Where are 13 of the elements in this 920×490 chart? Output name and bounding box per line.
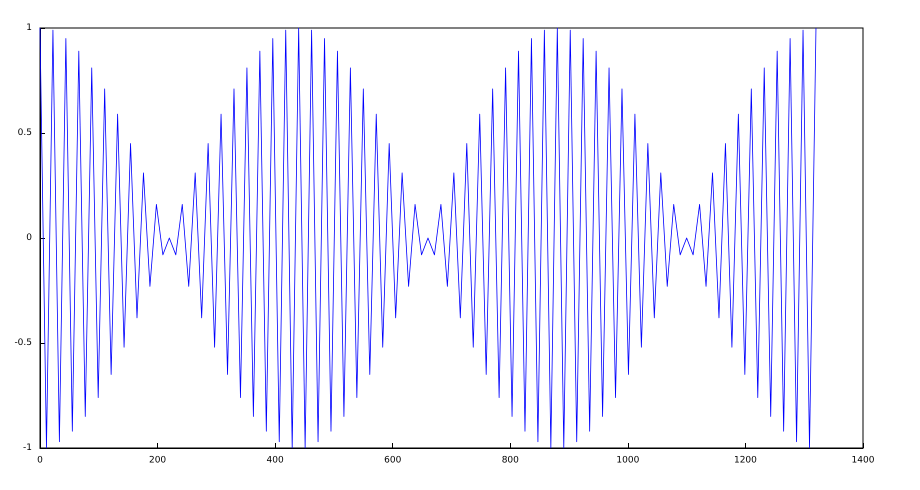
x-tick-label: 1200 [734,456,758,466]
x-tick-label: 1000 [616,456,640,466]
y-tick-label: -1 [23,443,32,453]
y-tick-label: 0 [26,233,32,243]
x-tick-label: 600 [384,456,402,466]
y-tick-label: 1 [26,23,32,33]
y-tick-label: -0.5 [14,338,32,348]
x-tick-label: 400 [266,456,284,466]
x-tick-label: 0 [37,456,44,466]
x-tick-label: 200 [148,456,166,466]
x-tick-label: 1400 [852,456,875,466]
x-tick-label: 800 [502,456,520,466]
y-tick-label: 0.5 [18,128,32,138]
